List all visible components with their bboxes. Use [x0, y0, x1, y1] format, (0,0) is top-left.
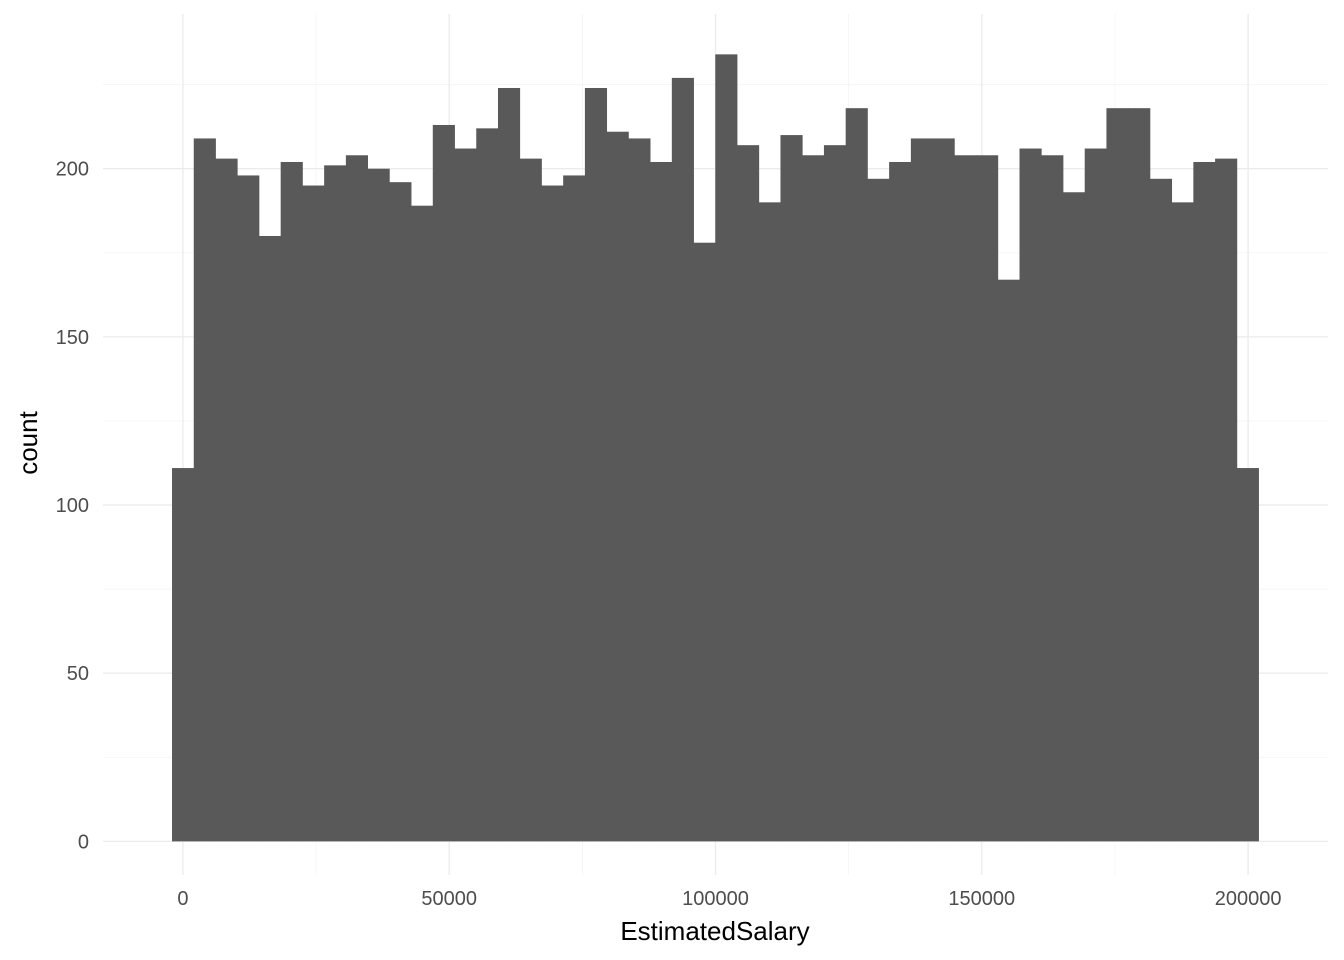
histogram-bar: [802, 155, 825, 842]
histogram-bar: [671, 77, 694, 842]
histogram-bar: [954, 155, 977, 842]
histogram-bar: [758, 202, 781, 842]
histogram-bar: [1019, 148, 1042, 842]
histogram-bar: [932, 138, 955, 842]
histogram-bars: [172, 54, 1259, 842]
histogram-bar: [1084, 148, 1107, 842]
histogram-bar: [172, 468, 195, 842]
x-axis-tick-labels: 0 50000 100000 150000 200000: [177, 888, 1281, 910]
histogram-bar: [780, 135, 803, 842]
histogram-bar: [910, 138, 933, 842]
histogram-bar: [280, 161, 303, 842]
histogram-bar: [997, 279, 1020, 842]
histogram-bar: [193, 138, 216, 842]
histogram-bar: [215, 158, 238, 842]
histogram-bar: [1041, 155, 1064, 842]
histogram-bar: [715, 54, 738, 842]
histogram-bar: [584, 87, 608, 842]
histogram-bar: [737, 145, 760, 842]
x-tick-label: 150000: [948, 888, 1015, 910]
y-tick-label: 100: [56, 495, 89, 517]
histogram-bar: [606, 131, 629, 842]
x-tick-label: 200000: [1215, 888, 1282, 910]
histogram-bar: [1149, 178, 1173, 842]
histogram-bar: [1236, 468, 1259, 842]
histogram-bar: [650, 161, 673, 842]
y-tick-label: 150: [56, 327, 89, 349]
histogram-bar: [1106, 108, 1129, 842]
x-tick-label: 50000: [421, 888, 477, 910]
histogram-bar: [628, 138, 651, 842]
histogram-bar: [411, 205, 434, 842]
x-axis-title: EstimatedSalary: [620, 916, 809, 946]
histogram-bar: [1193, 161, 1216, 842]
histogram-bar: [258, 235, 282, 842]
x-tick-label: 0: [177, 888, 188, 910]
histogram-bar: [889, 161, 912, 842]
histogram-bar: [454, 148, 477, 842]
histogram-bar: [1128, 108, 1151, 842]
histogram-bar: [476, 128, 499, 842]
histogram-bar: [1062, 192, 1086, 842]
y-axis-title: count: [13, 410, 43, 474]
histogram-bar: [519, 158, 542, 842]
histogram-bar: [389, 182, 412, 842]
histogram-bar: [1171, 202, 1194, 842]
histogram-bar: [432, 124, 455, 842]
histogram-bar: [1215, 158, 1238, 842]
histogram-bar: [324, 165, 347, 842]
histogram-bar: [845, 108, 868, 842]
y-axis-tick-labels: 0 50 100 150 200: [56, 159, 89, 854]
histogram-bar: [867, 178, 890, 842]
histogram-bar: [976, 155, 999, 842]
histogram-bar: [693, 242, 716, 842]
histogram-bar: [541, 185, 564, 842]
histogram-bar: [367, 168, 390, 842]
x-tick-label: 100000: [682, 888, 749, 910]
histogram-bar: [563, 175, 586, 842]
y-tick-label: 0: [78, 831, 89, 853]
y-tick-label: 200: [56, 159, 89, 181]
histogram-bar: [823, 145, 847, 842]
y-tick-label: 50: [67, 663, 89, 685]
histogram-bar: [345, 155, 368, 842]
histogram-bar: [497, 87, 521, 842]
histogram-bar: [302, 185, 325, 842]
histogram-bar: [237, 175, 260, 842]
